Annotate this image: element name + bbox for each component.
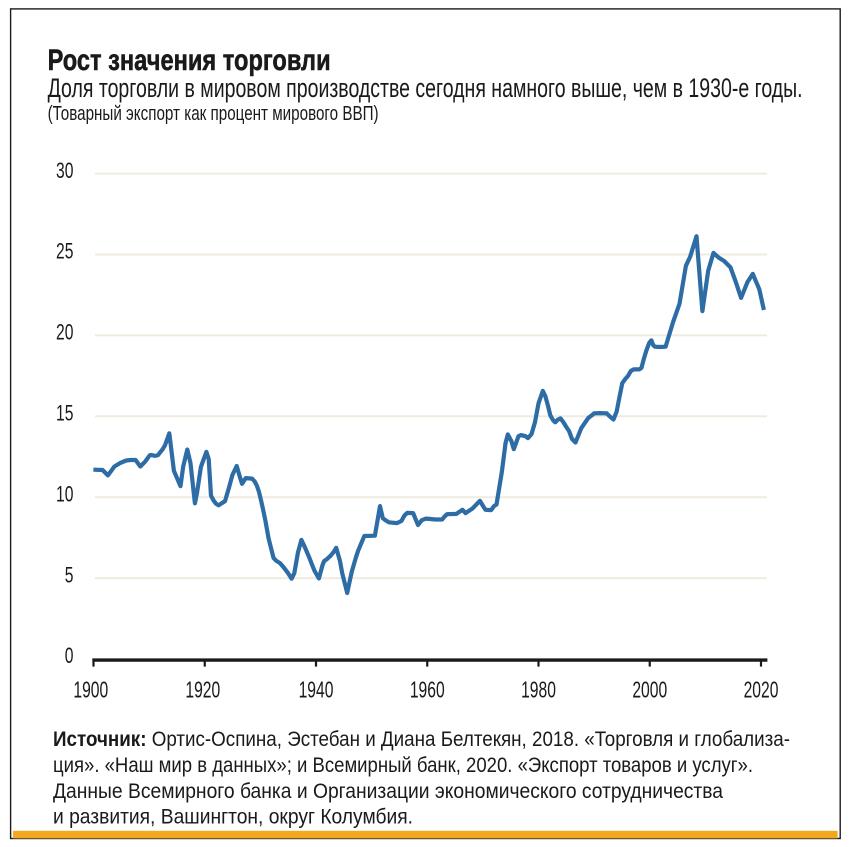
svg-text:0: 0 [65, 643, 74, 668]
svg-text:2000: 2000 [632, 676, 667, 702]
svg-text:1940: 1940 [299, 676, 334, 702]
svg-text:1980: 1980 [521, 676, 556, 702]
svg-text:Доля торговли в мировом произв: Доля торговли в мировом производстве сег… [48, 73, 803, 103]
svg-text:ция». «Наш мир в данных»; и Вс: ция». «Наш мир в данных»; и Всемирный ба… [53, 754, 753, 777]
svg-text:Источник: Ортис-Оспина, Эстеба: Источник: Ортис-Оспина, Эстебан и Диана … [53, 728, 790, 751]
svg-text:25: 25 [56, 239, 73, 264]
svg-text:1900: 1900 [73, 676, 108, 702]
svg-text:1920: 1920 [185, 676, 220, 702]
svg-text:Данные Всемирного банка и Орга: Данные Всемирного банка и Организации эк… [53, 780, 723, 803]
svg-text:15: 15 [56, 401, 73, 426]
svg-text:1960: 1960 [410, 676, 445, 702]
svg-text:20: 20 [56, 320, 73, 345]
svg-text:(Товарный экспорт как процент: (Товарный экспорт как процент мирового В… [48, 103, 379, 125]
svg-text:Рост значения торговли: Рост значения торговли [48, 44, 331, 77]
svg-text:30: 30 [56, 158, 73, 183]
svg-text:2020: 2020 [744, 676, 779, 702]
svg-text:10: 10 [56, 481, 73, 506]
svg-text:и развития, Вашингтон, округ К: и развития, Вашингтон, округ Колумбия. [53, 806, 413, 829]
svg-text:5: 5 [65, 562, 74, 587]
